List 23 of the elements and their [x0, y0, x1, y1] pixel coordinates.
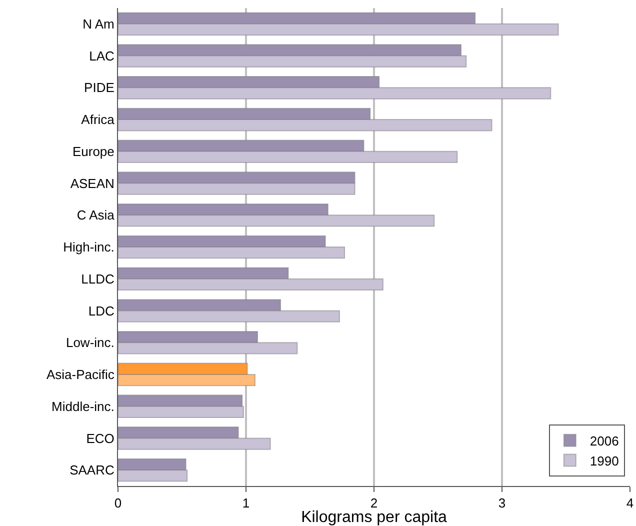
- y-tick-label: PIDE: [84, 80, 115, 96]
- y-tick-label: Europe: [72, 144, 114, 159]
- y-tick-label: High-inc.: [63, 240, 114, 255]
- legend-label: 1990: [590, 453, 619, 468]
- y-tick-label: N Am: [82, 16, 114, 32]
- y-tick-label: Low-inc.: [66, 335, 114, 350]
- y-tick-label: C Asia: [76, 208, 116, 223]
- x-tick-label: 0: [114, 496, 122, 511]
- x-tick-label: 4: [626, 496, 634, 511]
- y-tick-label: ASEAN: [70, 176, 114, 191]
- y-tick-label: LDC: [88, 303, 114, 318]
- x-axis-title: Kilograms per capita: [301, 509, 448, 526]
- y-tick-label: SAARC: [70, 462, 114, 478]
- x-tick-label: 3: [498, 496, 506, 511]
- legend-label: 2006: [590, 433, 619, 448]
- x-tick-label: 2: [370, 496, 378, 511]
- y-tick-label: Africa: [81, 112, 116, 128]
- y-tick-label: Middle-inc.: [52, 398, 114, 414]
- x-tick-label: 1: [242, 496, 250, 511]
- y-tick-label: LLDC: [81, 271, 114, 286]
- y-tick-label: Asia-Pacific: [46, 367, 115, 382]
- y-tick-label: ECO: [86, 430, 114, 446]
- y-tick-label: LAC: [89, 48, 114, 64]
